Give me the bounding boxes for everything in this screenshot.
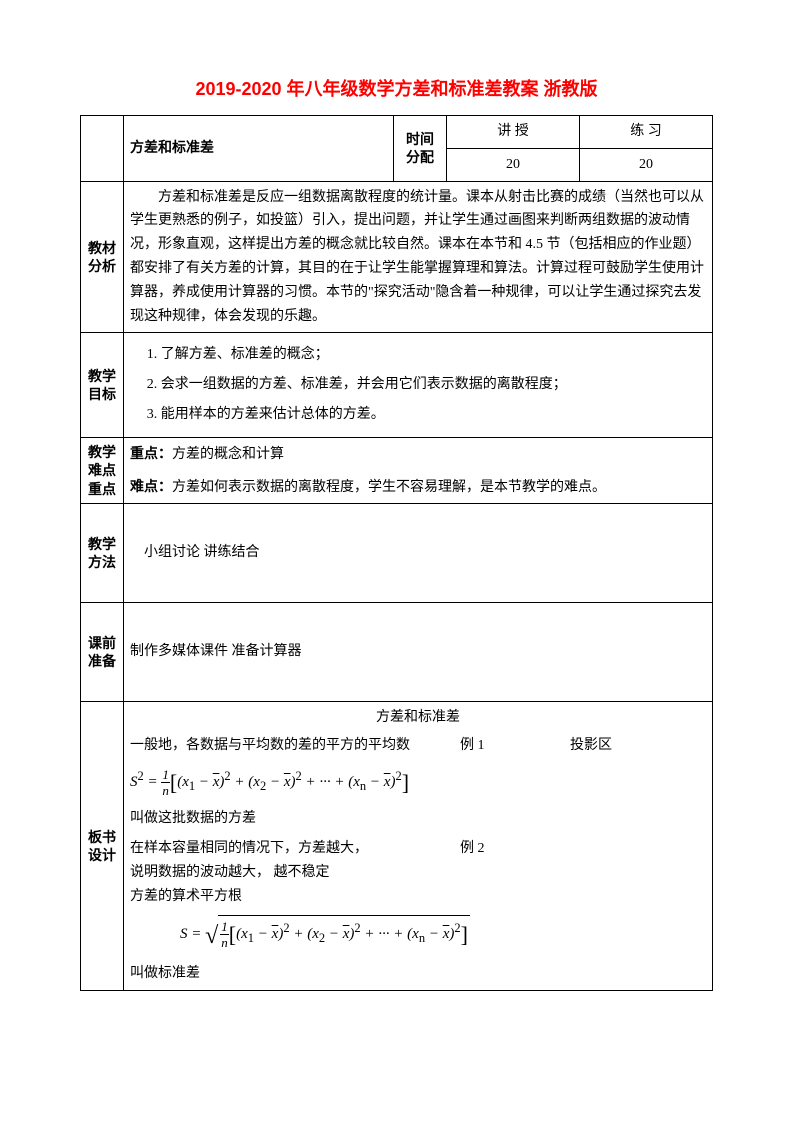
practice-label: 练 习 <box>580 116 713 149</box>
board-line-1: 一般地，各数据与平均数的差的平方的平均数 例 1 投影区 <box>130 734 706 758</box>
practice-minutes: 20 <box>580 148 713 181</box>
board-line-3: 在样本容量相同的情况下，方差越大， 例 2 <box>130 837 706 861</box>
lecture-label: 讲 授 <box>447 116 580 149</box>
analysis-row: 教材分析 方差和标准差是反应一组数据离散程度的统计量。课本从射击比赛的成绩（当然… <box>81 181 713 333</box>
stddev-formula: S = √1n[(x1 − x)2 + (x2 − x)2 + ··· + (x… <box>130 915 706 957</box>
spacer <box>130 467 706 475</box>
prep-text: 制作多媒体课件 准备计算器 <box>130 644 302 659</box>
board-label: 板书设计 <box>81 702 124 991</box>
analysis-text: 方差和标准差是反应一组数据离散程度的统计量。课本从射击比赛的成绩（当然也可以从学… <box>130 186 706 329</box>
time-allocation-label: 时间 分配 <box>394 116 447 182</box>
objective-1: 了解方差、标准差的概念； <box>161 343 706 367</box>
header-row-1: 方差和标准差 时间 分配 讲 授 练 习 <box>81 116 713 149</box>
board-line-5: 方差的算术平方根 <box>130 885 706 909</box>
method-row: 教学方法 小组讨论 讲练结合 <box>81 504 713 603</box>
difficulty-point-line: 难点：方差如何表示数据的离散程度，学生不容易理解，是本节教学的难点。 <box>130 475 706 500</box>
topic-text: 方差和标准差 <box>130 139 214 155</box>
variance-formula: S2 = 1n[(x1 − x)2 + (x2 − x)2 + ··· + (x… <box>130 764 706 801</box>
page: 2019-2020 年八年级数学方差和标准差教案 浙教版 方差和标准差 时间 分… <box>0 0 793 1122</box>
objectives-list: 了解方差、标准差的概念； 会求一组数据的方差、标准差，并会用它们表示数据的离散程… <box>130 343 706 426</box>
objective-3: 能用样本的方差来估计总体的方差。 <box>161 403 706 427</box>
board-row: 板书设计 方差和标准差 一般地，各数据与平均数的差的平方的平均数 例 1 投影区… <box>81 702 713 991</box>
key-text: 方差的概念和计算 <box>172 447 284 462</box>
objectives-label: 教学目标 <box>81 333 124 437</box>
board-line1-mid: 例 1 <box>460 734 570 758</box>
difficulty-row: 教学难点重点 重点：方差的概念和计算 难点：方差如何表示数据的离散程度，学生不容… <box>81 437 713 504</box>
objectives-content: 了解方差、标准差的概念； 会求一组数据的方差、标准差，并会用它们表示数据的离散程… <box>124 333 713 437</box>
difficulty-label: 教学难点重点 <box>81 437 124 504</box>
key-label: 重点： <box>130 445 172 461</box>
diff-text: 方差如何表示数据的离散程度，学生不容易理解，是本节教学的难点。 <box>172 480 606 495</box>
prep-label: 课前准备 <box>81 603 124 702</box>
board-line-2: 叫做这批数据的方差 <box>130 807 706 831</box>
page-title: 2019-2020 年八年级数学方差和标准差教案 浙教版 <box>80 75 713 101</box>
lesson-plan-table: 方差和标准差 时间 分配 讲 授 练 习 20 20 教材分析 方差和标准差是反… <box>80 115 713 991</box>
board-content: 方差和标准差 一般地，各数据与平均数的差的平方的平均数 例 1 投影区 S2 =… <box>124 702 713 991</box>
difficulty-content: 重点：方差的概念和计算 难点：方差如何表示数据的离散程度，学生不容易理解，是本节… <box>124 437 713 504</box>
lecture-minutes: 20 <box>447 148 580 181</box>
board-line1-right: 投影区 <box>570 734 706 758</box>
analysis-label: 教材分析 <box>81 181 124 333</box>
time-label-line1: 时间 <box>400 130 440 148</box>
topic-cell: 方差和标准差 <box>124 116 394 182</box>
diff-label: 难点： <box>130 478 172 494</box>
board-line-6: 叫做标准差 <box>130 962 706 986</box>
analysis-content: 方差和标准差是反应一组数据离散程度的统计量。课本从射击比赛的成绩（当然也可以从学… <box>124 181 713 333</box>
board-line-4: 说明数据的波动越大， 越不稳定 <box>130 861 706 885</box>
method-text: 小组讨论 讲练结合 <box>130 545 260 560</box>
time-label-line2: 分配 <box>400 148 440 166</box>
method-label: 教学方法 <box>81 504 124 603</box>
objective-2: 会求一组数据的方差、标准差，并会用它们表示数据的离散程度； <box>161 373 706 397</box>
key-point-line: 重点：方差的概念和计算 <box>130 442 706 467</box>
board-line1-left: 一般地，各数据与平均数的差的平方的平均数 <box>130 734 460 758</box>
prep-content: 制作多媒体课件 准备计算器 <box>124 603 713 702</box>
board-center-title: 方差和标准差 <box>130 706 706 730</box>
prep-row: 课前准备 制作多媒体课件 准备计算器 <box>81 603 713 702</box>
empty-label-cell <box>81 116 124 182</box>
board-line3-right <box>570 837 706 861</box>
board-line3-mid: 例 2 <box>460 837 570 861</box>
board-line3-left: 在样本容量相同的情况下，方差越大， <box>130 837 460 861</box>
method-content: 小组讨论 讲练结合 <box>124 504 713 603</box>
objectives-row: 教学目标 了解方差、标准差的概念； 会求一组数据的方差、标准差，并会用它们表示数… <box>81 333 713 437</box>
